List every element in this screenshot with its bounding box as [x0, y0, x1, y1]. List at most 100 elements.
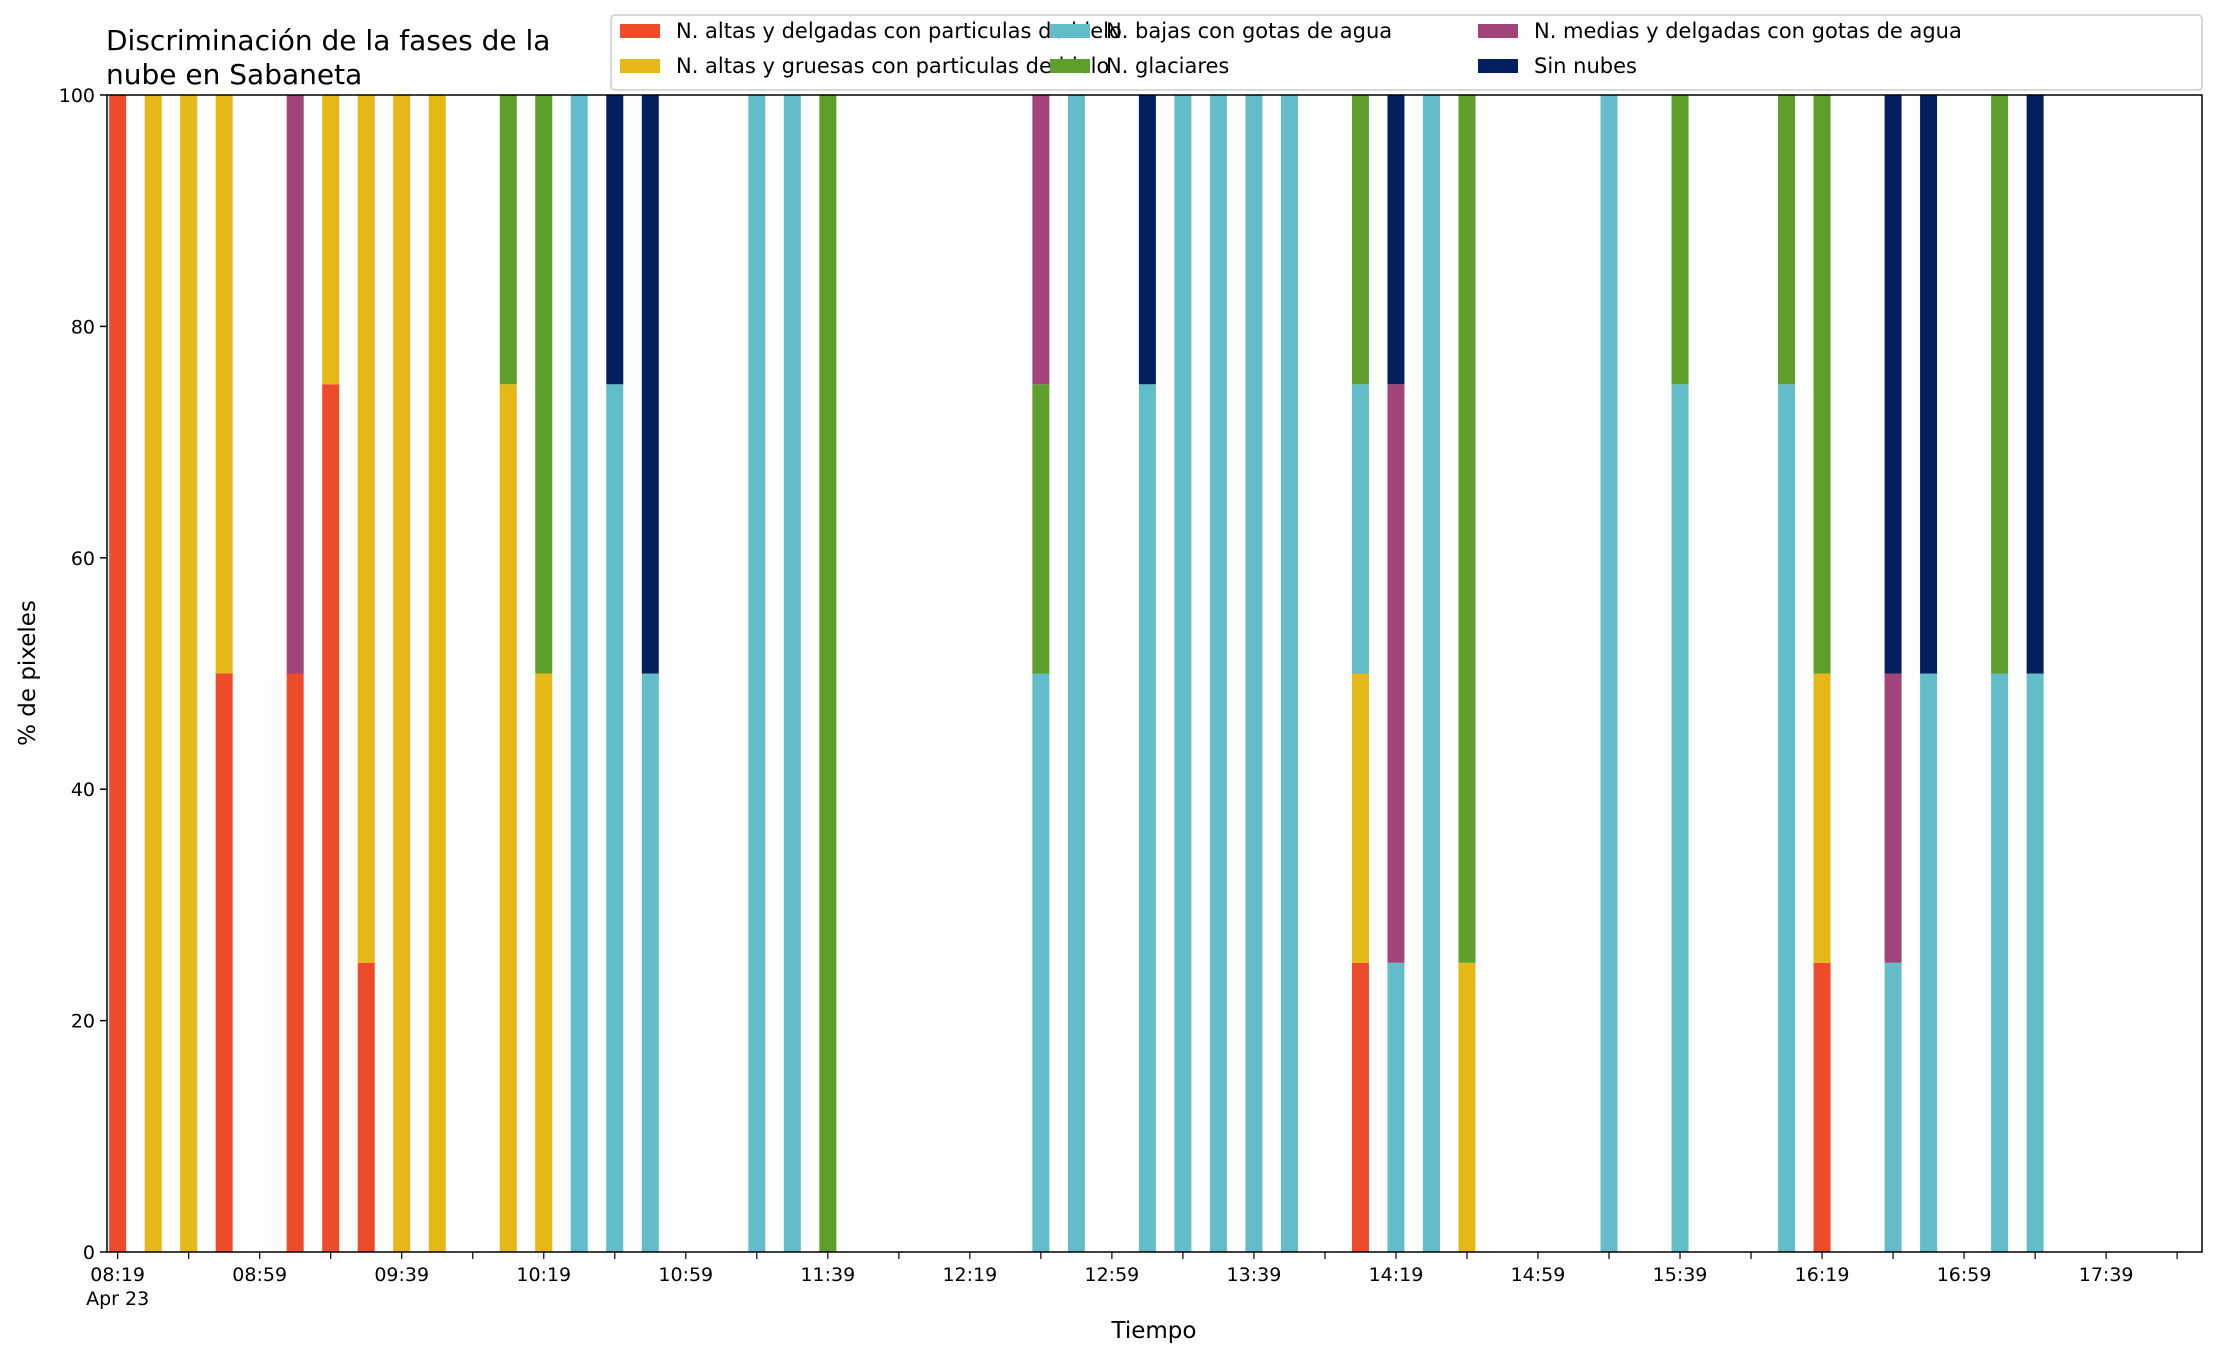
bar-segment-3-0 — [215, 673, 233, 1252]
bar-segment-3-1 — [215, 95, 233, 674]
legend-box — [610, 14, 2203, 91]
bar-segment-35-2 — [2026, 673, 2044, 1252]
bar-segment-6-1 — [357, 95, 375, 963]
x-tick-label-4: 10:59 — [658, 1264, 713, 1286]
x-tick-label-7: 12:59 — [1085, 1264, 1140, 1286]
bar-segment-27-3 — [1458, 95, 1476, 963]
y-tick-label-1: 20 — [71, 1011, 95, 1033]
x-tick-label-5: 11:39 — [800, 1264, 855, 1286]
x-tick-label-3: 10:19 — [516, 1264, 571, 1286]
chart-title-line-2: nube en Sabaneta — [106, 58, 362, 91]
legend-label-4: N. medias y delgadas con gotas de agua — [1534, 19, 1962, 43]
bar-segment-27-1 — [1458, 962, 1476, 1252]
bar-segment-23-2 — [1280, 95, 1298, 1252]
bar-segment-18-2 — [1067, 95, 1085, 1252]
bar-segment-32-5 — [1884, 95, 1902, 674]
bar-segment-9-3 — [499, 95, 517, 385]
bar-segment-24-1 — [1351, 673, 1369, 963]
bar-segment-33-2 — [1920, 673, 1938, 1252]
bar-segment-2-1 — [180, 95, 198, 1252]
bar-segment-15-2 — [783, 95, 801, 1252]
bar-segment-35-5 — [2026, 95, 2044, 674]
legend-swatch-2 — [1050, 24, 1090, 38]
bar-segment-1-1 — [144, 95, 162, 1252]
bar-segment-7-1 — [393, 95, 411, 1252]
bar-segment-30-2 — [1778, 384, 1796, 1252]
x-tick-label-6: 12:19 — [942, 1264, 997, 1286]
legend-label-2: N. bajas con gotas de agua — [1106, 19, 1392, 43]
y-axis: 0 20 40 60 80 100 — [59, 85, 107, 1264]
bar-segment-22-2 — [1245, 95, 1263, 1252]
x-tick-label-0: 08:19 — [90, 1264, 145, 1286]
bar-segment-10-1 — [535, 673, 553, 1252]
bar-segment-28-2 — [1600, 95, 1618, 1252]
legend-swatch-5 — [1478, 59, 1518, 73]
bar-segment-29-2 — [1671, 384, 1689, 1252]
x-tick-label-10: 14:59 — [1511, 1264, 1566, 1286]
x-tick-label-11: 15:39 — [1653, 1264, 1708, 1286]
bar-segment-5-1 — [322, 95, 340, 385]
legend-label-1: N. altas y gruesas con particulas de hie… — [676, 54, 1109, 78]
bar-segment-8-1 — [428, 95, 446, 1252]
bar-segment-33-5 — [1920, 95, 1938, 674]
x-tick-sublabel-0: Apr 23 — [86, 1288, 149, 1310]
bar-segment-30-3 — [1778, 95, 1796, 385]
x-tick-label-14: 17:39 — [2079, 1264, 2134, 1286]
legend-swatch-1 — [620, 59, 660, 73]
bar-segment-19-5 — [1138, 95, 1156, 385]
bar-segment-16-3 — [819, 95, 837, 1252]
legend-swatch-4 — [1478, 24, 1518, 38]
bar-segment-34-2 — [1991, 673, 2009, 1252]
legend-swatch-3 — [1050, 59, 1090, 73]
x-tick-label-8: 13:39 — [1227, 1264, 1282, 1286]
x-tick-label-12: 16:19 — [1795, 1264, 1850, 1286]
bar-segment-31-1 — [1813, 673, 1831, 963]
bar-segment-9-1 — [499, 384, 517, 1252]
legend-swatch-0 — [620, 24, 660, 38]
bar-segment-25-2 — [1387, 962, 1405, 1252]
bar-segment-26-2 — [1422, 95, 1440, 1252]
y-tick-label-5: 100 — [59, 85, 95, 107]
bar-segment-31-0 — [1813, 962, 1831, 1252]
bar-segment-11-2 — [570, 95, 588, 1252]
bar-segment-14-2 — [748, 95, 766, 1252]
bar-segment-21-2 — [1209, 95, 1227, 1252]
bar-segment-0-0 — [109, 95, 127, 1252]
bar-segment-4-4 — [286, 95, 304, 674]
legend-label-5: Sin nubes — [1534, 54, 1637, 78]
bar-segment-24-2 — [1351, 384, 1369, 674]
legend-label-3: N. glaciares — [1106, 54, 1229, 78]
bar-segment-6-0 — [357, 962, 375, 1252]
x-tick-label-9: 14:19 — [1369, 1264, 1424, 1286]
bar-segment-4-0 — [286, 673, 304, 1252]
bar-segment-25-5 — [1387, 95, 1405, 385]
bar-segment-24-0 — [1351, 962, 1369, 1252]
bar-segment-31-3 — [1813, 95, 1831, 674]
bar-segment-13-5 — [641, 95, 659, 674]
x-tick-label-1: 08:59 — [232, 1264, 287, 1286]
bar-segment-32-4 — [1884, 673, 1902, 963]
bar-segment-17-3 — [1032, 384, 1050, 674]
legend-label-0: N. altas y delgadas con particulas de hi… — [676, 19, 1122, 43]
bar-segment-24-3 — [1351, 95, 1369, 385]
y-tick-label-2: 40 — [71, 779, 95, 801]
bar-segment-12-5 — [606, 95, 624, 385]
x-tick-label-2: 09:39 — [374, 1264, 429, 1286]
bar-segment-25-4 — [1387, 384, 1405, 963]
y-tick-label-0: 0 — [83, 1242, 95, 1264]
bar-segment-32-2 — [1884, 962, 1902, 1252]
bar-segment-17-4 — [1032, 95, 1050, 385]
bar-segment-13-2 — [641, 673, 659, 1252]
bar-segment-20-2 — [1174, 95, 1192, 1252]
bar-segment-10-3 — [535, 95, 553, 674]
bars-group — [109, 95, 2044, 1252]
plot-frame — [106, 94, 2203, 1253]
x-axis-title: Tiempo — [1111, 1318, 1197, 1344]
y-axis-title: % de pixeles — [15, 600, 41, 746]
bar-segment-5-0 — [322, 384, 340, 1252]
x-tick-label-13: 16:59 — [1937, 1264, 1992, 1286]
chart-title-line-1: Discriminación de la fases de la — [106, 24, 550, 57]
bar-segment-29-3 — [1671, 95, 1689, 385]
